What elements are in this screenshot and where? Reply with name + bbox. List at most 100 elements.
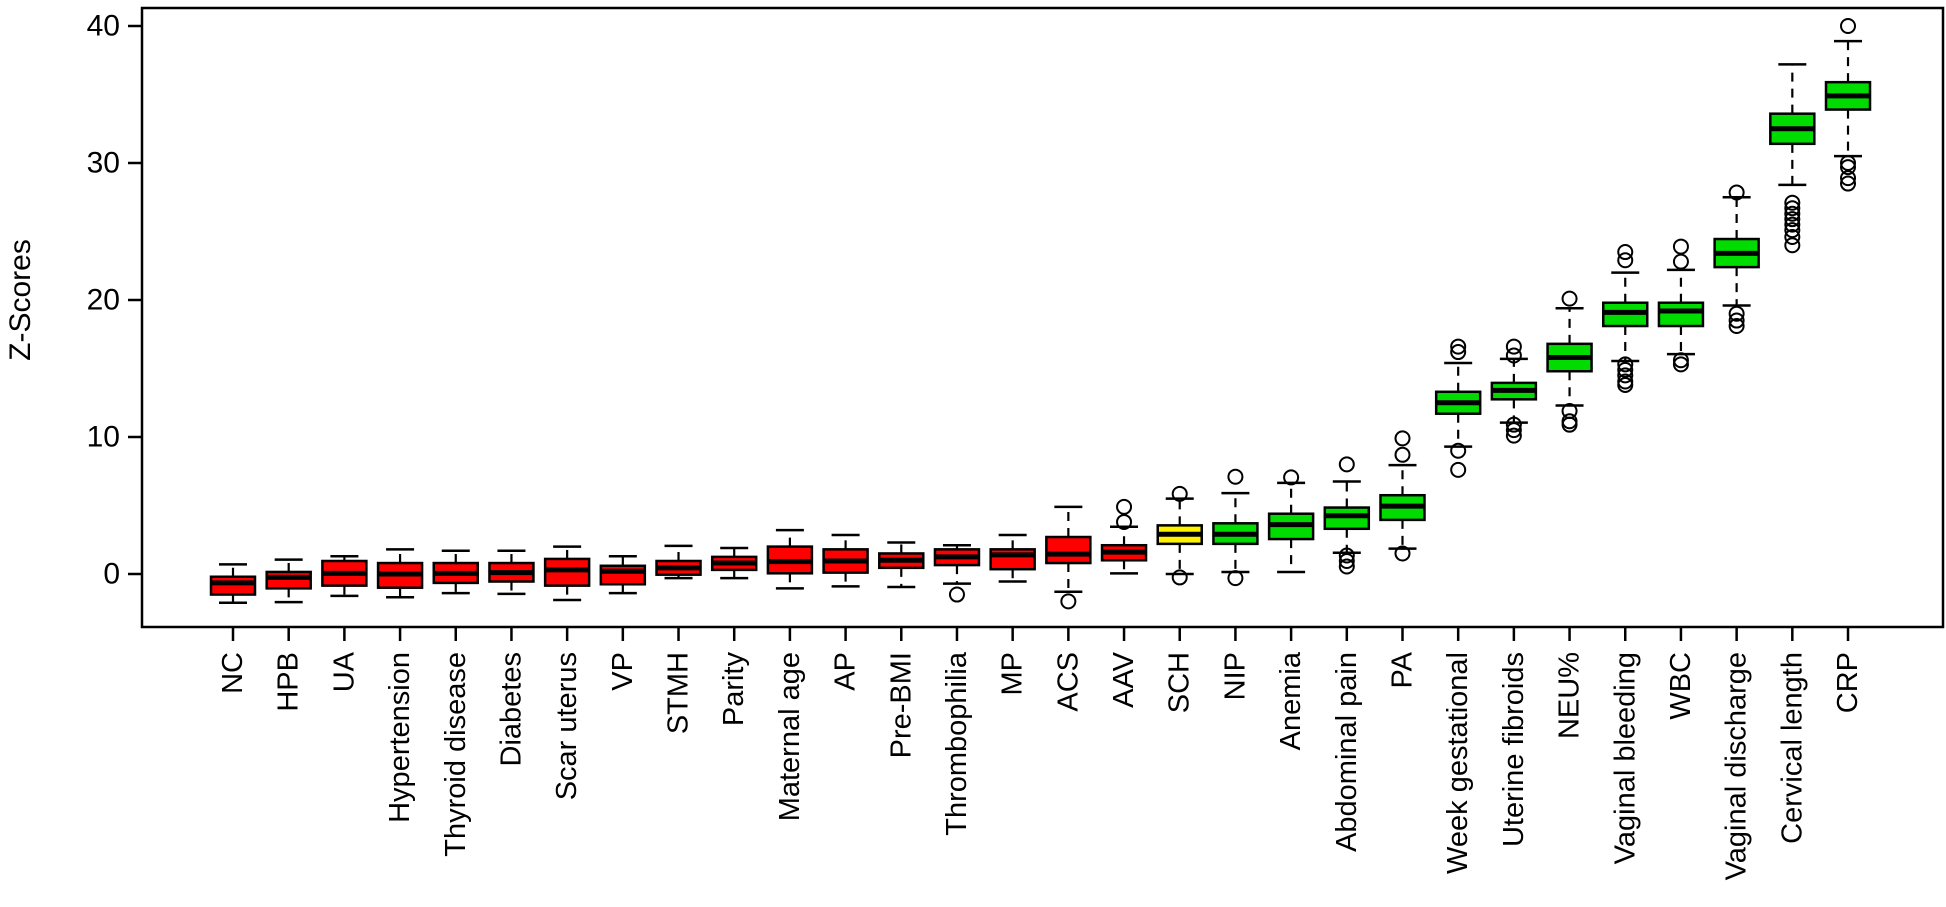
box-group-hpb: HPB xyxy=(265,558,312,712)
box-group-pa: PA xyxy=(1379,430,1426,689)
box-group-scar-uterus: Scar uterus xyxy=(543,545,591,800)
box-group-wbc: WBC xyxy=(1657,238,1705,720)
outlier-point xyxy=(1728,318,1745,335)
box-group-ua: UA xyxy=(321,554,368,692)
iqr-box xyxy=(1045,535,1092,565)
y-tick-label: 30 xyxy=(87,147,120,180)
outlier-point xyxy=(1617,252,1634,269)
outlier-point xyxy=(1505,422,1522,439)
outlier-point xyxy=(1561,290,1578,307)
box-group-vp: VP xyxy=(599,554,647,691)
x-tick-label: WBC xyxy=(1665,652,1697,720)
box-group-thyroid-disease: Thyroid disease xyxy=(432,549,480,857)
box-group-week-gestational: Week gestational xyxy=(1434,338,1482,874)
y-axis-title: Z-Scores xyxy=(4,239,37,361)
x-tick-label: UA xyxy=(328,651,360,692)
outlier-point xyxy=(1171,569,1188,586)
outlier-point xyxy=(1617,361,1634,378)
x-tick-label: VP xyxy=(607,652,639,691)
outlier-point xyxy=(1728,184,1745,201)
box-group-abdominal-pain: Abdominal pain xyxy=(1323,456,1371,852)
iqr-box xyxy=(1657,301,1705,328)
box-group-nip: NIP xyxy=(1212,468,1259,700)
x-tick-label: ACS xyxy=(1052,652,1084,712)
outlier-point xyxy=(1060,593,1077,610)
box-group-cervical-length: Cervical length xyxy=(1769,63,1816,844)
x-tick-label: Vaginal bleeding xyxy=(1609,652,1641,864)
box-group-stmh: STMH xyxy=(655,544,702,734)
outlier-point xyxy=(1338,456,1355,473)
x-tick-label: HPB xyxy=(273,652,305,712)
x-tick-label: Diabetes xyxy=(495,652,527,766)
y-tick-label: 10 xyxy=(87,421,120,454)
outlier-point xyxy=(1672,253,1689,270)
x-tick-label: Pre-BMI xyxy=(885,652,917,758)
iqr-box xyxy=(209,575,257,596)
outlier-point xyxy=(1394,430,1411,447)
box-group-parity: Parity xyxy=(710,546,758,727)
box-group-acs: ACS xyxy=(1045,505,1092,712)
x-tick-label: Thrombophilia xyxy=(941,651,973,836)
x-tick-label: SCH xyxy=(1164,652,1196,713)
x-tick-label: Vaginal discharge xyxy=(1721,652,1753,880)
x-tick-label: Parity xyxy=(718,652,750,727)
outlier-point xyxy=(1840,175,1857,192)
outlier-point xyxy=(1283,469,1300,486)
outlier-point xyxy=(1617,244,1634,261)
y-tick-label: 40 xyxy=(87,10,120,43)
outlier-point xyxy=(1227,570,1244,587)
y-tick-label: 20 xyxy=(87,284,120,317)
outlier-point xyxy=(1672,352,1689,369)
outlier-point xyxy=(1784,205,1801,222)
outlier-point xyxy=(1338,547,1355,564)
outlier-point xyxy=(1394,545,1411,562)
box-group-crp: CRP xyxy=(1824,18,1872,713)
outlier-point xyxy=(1784,222,1801,239)
outlier-point xyxy=(1171,485,1188,502)
x-tick-label: AAV xyxy=(1108,651,1140,708)
plot-area: 0 10 20 30 40 NC HPB UA Hypertension Thyroid dise… xyxy=(87,6,1945,880)
iqr-box xyxy=(989,548,1036,571)
box-group-aav: AAV xyxy=(1100,498,1148,708)
x-tick-label: Week gestational xyxy=(1442,652,1474,874)
outlier-point xyxy=(1227,468,1244,485)
outlier-point xyxy=(1672,238,1689,255)
outlier-point xyxy=(1116,498,1133,515)
box-group-uterine-fibroids: Uterine fibroids xyxy=(1490,338,1538,847)
box-group-nc: NC xyxy=(209,563,257,694)
box-group-neu-: NEU% xyxy=(1546,290,1593,739)
outlier-point xyxy=(1784,237,1801,254)
box-group-thrombophilia: Thrombophilia xyxy=(933,543,981,836)
outlier-point xyxy=(1784,194,1801,211)
x-tick-label: Cervical length xyxy=(1776,652,1808,844)
outlier-point xyxy=(1561,413,1578,430)
plot-frame xyxy=(140,6,1945,629)
outlier-point xyxy=(1450,338,1467,355)
box-group-diabetes: Diabetes xyxy=(488,549,535,766)
iqr-box xyxy=(265,570,312,590)
x-tick-label: Abdominal pain xyxy=(1331,652,1363,852)
x-tick-label: NEU% xyxy=(1554,652,1586,739)
x-tick-label: Thyroid disease xyxy=(440,652,472,857)
outlier-point xyxy=(1505,416,1522,433)
outlier-point xyxy=(1840,170,1857,187)
x-tick-label: Scar uterus xyxy=(551,652,583,800)
outlier-point xyxy=(1784,211,1801,228)
box-group-ap: AP xyxy=(822,533,869,691)
iqr-box xyxy=(599,564,647,586)
x-tick-label: MP xyxy=(997,652,1029,696)
box-group-hypertension: Hypertension xyxy=(376,548,424,823)
box-group-vaginal-discharge: Vaginal discharge xyxy=(1713,184,1760,880)
outlier-point xyxy=(1617,376,1634,393)
outlier-point xyxy=(1784,200,1801,217)
x-tick-label: Uterine fibroids xyxy=(1498,652,1530,847)
outlier-point xyxy=(1450,344,1467,361)
box-group-sch: SCH xyxy=(1156,485,1203,713)
y-tick-label: 0 xyxy=(103,558,120,591)
outlier-point xyxy=(1338,552,1355,569)
outlier-point xyxy=(1672,356,1689,373)
x-tick-label: STMH xyxy=(663,652,695,734)
box-group-anemia: Anemia xyxy=(1267,469,1315,750)
